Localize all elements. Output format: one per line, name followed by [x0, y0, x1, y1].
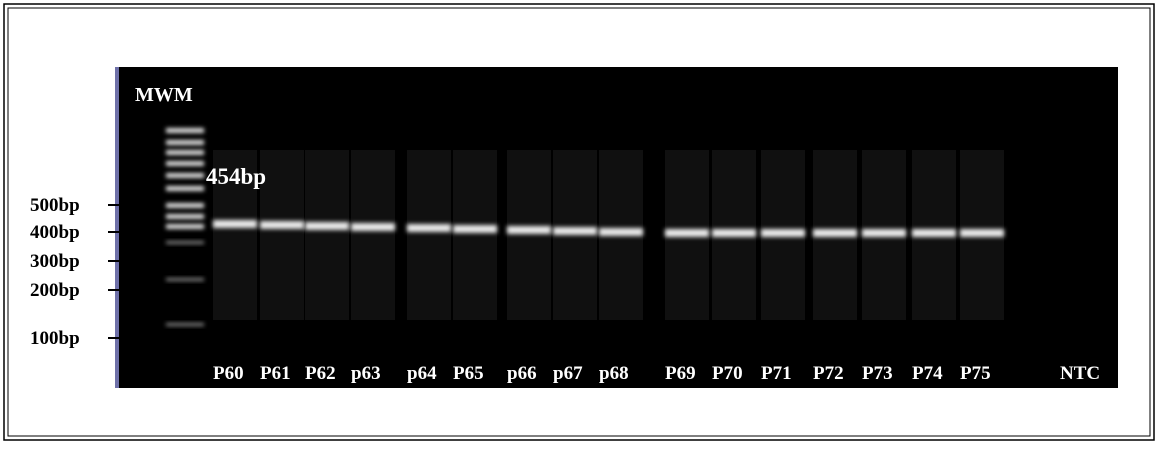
lane-label: p64 [407, 363, 437, 384]
ladder-band [166, 161, 204, 166]
lane-label: p68 [599, 363, 629, 384]
band-label: 454bp [206, 164, 266, 189]
lane-label: P60 [213, 363, 244, 384]
lane-label: P72 [813, 363, 844, 384]
sample-band [912, 229, 956, 237]
ladder-label: 500bp [30, 195, 80, 216]
lane-label: P61 [260, 363, 291, 384]
ladder-band [166, 203, 204, 208]
sample-band [599, 228, 643, 236]
sample-band [453, 225, 497, 233]
ladder-label: 300bp [30, 251, 80, 272]
lane-label: p67 [553, 363, 583, 384]
sample-band [305, 222, 349, 230]
ladder-band [166, 128, 204, 133]
smear [351, 150, 395, 320]
ladder-label: 100bp [30, 328, 80, 349]
lane-label: P65 [453, 363, 484, 384]
lane-label: P70 [712, 363, 743, 384]
sample-band [507, 226, 551, 234]
lane-label: P75 [960, 363, 991, 384]
sample-band [712, 229, 756, 237]
sample-band [761, 229, 805, 237]
lane-label: NTC [1060, 363, 1100, 384]
ladder-label: 200bp [30, 280, 80, 301]
gel-edge [115, 67, 119, 388]
ladder-band [166, 214, 204, 219]
ladder-band [166, 278, 204, 281]
ladder-band [166, 186, 204, 191]
figure: MWM 454bp 500bp 400bp 300bp 200bp 100bp P60 P… [0, 0, 1158, 444]
sample-band [862, 229, 906, 237]
sample-band [960, 229, 1004, 237]
sample-band [813, 229, 857, 237]
smear [507, 150, 551, 320]
ladder-band [166, 224, 204, 229]
page: MWM 454bp 500bp 400bp 300bp 200bp 100bp P60 P… [0, 0, 1158, 449]
lane-label: p66 [507, 363, 537, 384]
lane-label: P71 [761, 363, 792, 384]
sample-band [260, 221, 304, 229]
marker-label: MWM [135, 84, 193, 106]
lane-label: P73 [862, 363, 893, 384]
lane-label: P62 [305, 363, 336, 384]
ladder-band [166, 150, 204, 155]
smear [407, 150, 451, 320]
bands [213, 150, 1004, 320]
ladder-label: 400bp [30, 222, 80, 243]
lane-label: P69 [665, 363, 696, 384]
sample-band [665, 229, 709, 237]
sample-band [553, 227, 597, 235]
lane-label: p63 [351, 363, 381, 384]
ladder-band [166, 173, 204, 178]
ladder-band [166, 241, 204, 244]
ladder-band [166, 140, 204, 145]
ladder-band [166, 323, 204, 326]
smear [260, 150, 304, 320]
sample-band [407, 224, 451, 232]
smear [453, 150, 497, 320]
sample-band [351, 223, 395, 231]
sample-band [213, 220, 257, 228]
smear [305, 150, 349, 320]
lane-label: P74 [912, 363, 943, 384]
